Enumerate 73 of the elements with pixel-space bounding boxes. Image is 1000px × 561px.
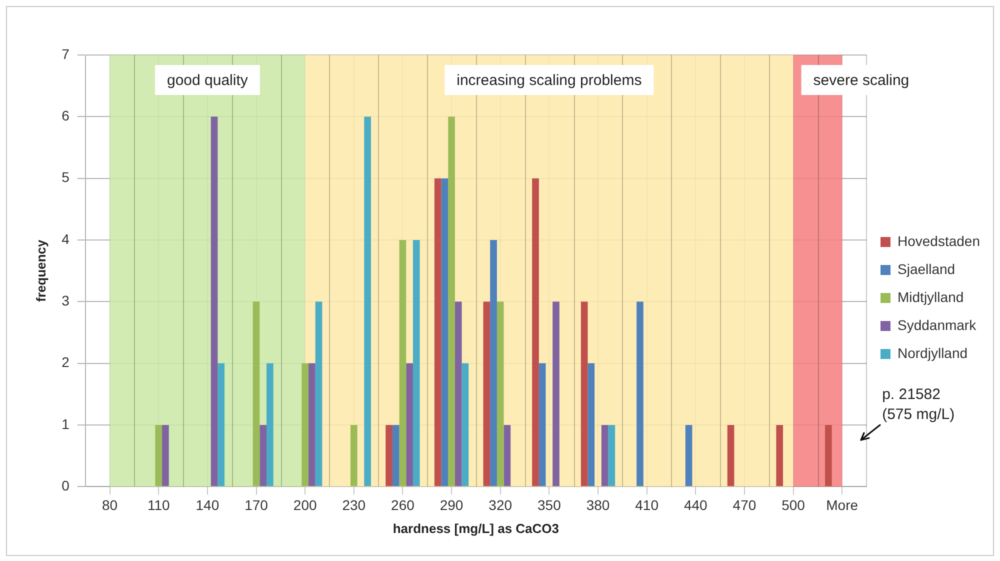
x-tick-label: 440 bbox=[684, 496, 708, 513]
y-tick-label: 6 bbox=[62, 108, 70, 124]
bar bbox=[483, 302, 490, 486]
bar bbox=[825, 424, 832, 486]
x-tick-label: 470 bbox=[732, 496, 756, 513]
bar bbox=[490, 240, 497, 486]
bar bbox=[434, 178, 442, 486]
bar bbox=[386, 424, 392, 486]
bar bbox=[588, 363, 595, 486]
y-tick-label: 7 bbox=[62, 46, 70, 62]
bar bbox=[608, 424, 616, 486]
y-tick-label: 1 bbox=[62, 416, 70, 432]
band-label: increasing scaling problems bbox=[456, 72, 642, 90]
bar bbox=[636, 302, 644, 486]
x-tick-label: 260 bbox=[391, 496, 415, 513]
bar bbox=[462, 363, 469, 486]
legend-label: Hovedstaden bbox=[897, 232, 980, 249]
bar bbox=[454, 302, 462, 486]
bar bbox=[252, 302, 260, 486]
x-tick-label: 500 bbox=[782, 496, 806, 513]
bar bbox=[685, 424, 692, 486]
bar bbox=[532, 178, 539, 486]
y-tick-label: 2 bbox=[62, 354, 70, 370]
annotation: p. 21582 (575 mg/L) bbox=[882, 386, 955, 424]
bar bbox=[155, 424, 162, 486]
bar bbox=[302, 363, 308, 486]
bar bbox=[210, 116, 218, 486]
bar bbox=[266, 363, 274, 486]
bar bbox=[552, 302, 560, 486]
x-tick-label: 140 bbox=[196, 496, 220, 513]
y-axis-title: frequency bbox=[33, 238, 48, 302]
bar bbox=[538, 363, 546, 486]
x-tick-label: 350 bbox=[537, 496, 562, 513]
legend-label: Midtjylland bbox=[897, 288, 964, 305]
y-tick-label: 3 bbox=[62, 292, 70, 308]
bar bbox=[406, 363, 413, 486]
bar bbox=[399, 240, 406, 486]
x-tick-label: 80 bbox=[102, 496, 118, 513]
x-tick-label: 290 bbox=[440, 496, 464, 513]
band-label: good quality bbox=[166, 72, 248, 90]
bar bbox=[350, 424, 358, 486]
x-tick-label: 410 bbox=[635, 496, 659, 513]
x-tick-label: 380 bbox=[586, 496, 610, 513]
x-tick-label: 320 bbox=[488, 496, 512, 513]
y-tick-label: 5 bbox=[62, 169, 70, 186]
x-axis-title: hardness [mg/L] as CaCO3 bbox=[392, 520, 560, 536]
x-tick-label: 110 bbox=[147, 496, 170, 513]
bar bbox=[441, 178, 448, 486]
bar bbox=[392, 424, 400, 486]
legend-label: Sjaelland bbox=[897, 260, 956, 277]
legend-label: Nordjylland bbox=[897, 344, 968, 361]
x-tick-label: 230 bbox=[342, 496, 366, 513]
bar bbox=[504, 424, 511, 486]
x-tick-label: 200 bbox=[293, 496, 317, 513]
legend-label: Syddanmark bbox=[897, 316, 978, 333]
bar bbox=[496, 302, 504, 486]
bar bbox=[315, 302, 322, 486]
bar bbox=[412, 240, 420, 486]
bar bbox=[448, 116, 455, 486]
bar bbox=[601, 424, 608, 486]
bar bbox=[727, 424, 734, 486]
x-tick-label: More bbox=[826, 496, 858, 513]
bar bbox=[218, 363, 225, 486]
bar bbox=[776, 424, 784, 486]
bar bbox=[580, 302, 588, 486]
y-tick-label: 0 bbox=[62, 477, 70, 494]
bar bbox=[162, 424, 169, 486]
y-tick-label: 4 bbox=[62, 230, 70, 247]
x-tick-label: 170 bbox=[244, 496, 268, 513]
bar bbox=[364, 116, 371, 486]
band-label: severe scaling bbox=[813, 72, 910, 90]
bar bbox=[308, 363, 316, 486]
bar bbox=[260, 424, 267, 486]
